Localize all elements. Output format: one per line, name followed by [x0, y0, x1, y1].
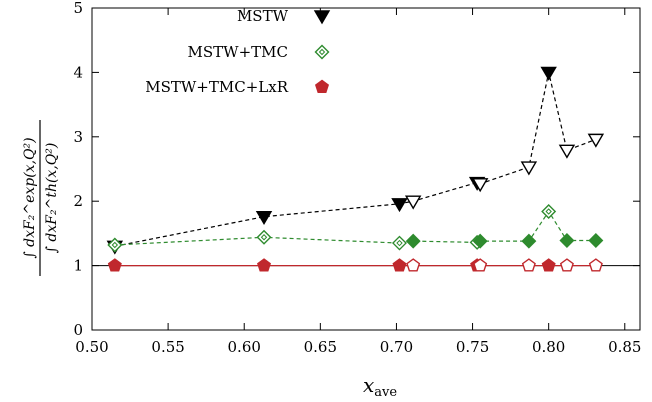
data-point-series-2-inner	[111, 241, 119, 249]
y-tick-label: 4	[73, 63, 83, 81]
x-tick-label: 0.55	[151, 338, 184, 356]
data-point-series-2-inner	[396, 239, 403, 247]
plot-frame	[91, 7, 641, 331]
data-point-series-1	[391, 198, 408, 213]
y-tick-label: 1	[73, 257, 83, 275]
x-tick-label: 0.80	[532, 338, 565, 356]
y-axis-label-numerator: ∫ dxF₂^exp(x,Q²)	[22, 137, 38, 258]
data-point-series-2-inner	[545, 208, 552, 215]
x-tick-label: 0.65	[304, 338, 337, 356]
data-point-series-2	[521, 233, 537, 249]
x-tick-label: 0.85	[608, 338, 641, 356]
x-tick-label: 0.75	[456, 338, 489, 356]
data-point-series-1	[404, 195, 422, 210]
x-axis-label: xave	[363, 373, 397, 400]
series-markers-group	[106, 66, 605, 272]
series-line-1	[114, 72, 597, 247]
x-tick-label: 0.70	[380, 338, 413, 356]
data-point-series-3	[107, 258, 122, 272]
data-point-series-2	[559, 232, 575, 248]
legend-label-1: MSTW	[237, 7, 289, 25]
data-point-series-1	[471, 178, 489, 193]
data-point-series-2	[472, 233, 488, 249]
data-point-series-2	[405, 233, 421, 249]
data-point-series-2	[256, 229, 272, 245]
y-tick-label: 5	[73, 0, 83, 17]
x-tick-label: 0.50	[75, 338, 108, 356]
y-tick-label: 3	[73, 128, 83, 146]
legend-marker-2-inner	[318, 48, 326, 56]
data-point-series-3	[541, 258, 556, 272]
legend-label-2: MSTW+TMC	[188, 43, 288, 61]
data-point-series-1	[540, 66, 557, 81]
data-point-series-2	[107, 237, 123, 253]
legend-label-3: MSTW+TMC+LxR	[145, 78, 288, 96]
axes-group: 0 1 2 3 4 5 0.50 0.55 0.60 0.65 0.70 0.75 0.80 0.85	[73, 0, 641, 356]
x-tick-label: 0.60	[228, 338, 261, 356]
y-tick-label: 0	[73, 321, 83, 339]
data-point-series-2	[391, 235, 407, 251]
data-point-series-3	[588, 258, 603, 272]
data-point-series-3	[521, 258, 536, 272]
data-point-series-3	[473, 258, 488, 272]
data-point-series-1	[587, 133, 605, 148]
legend-marker-2	[314, 44, 330, 60]
data-point-series-2	[541, 204, 557, 219]
data-point-series-1	[520, 161, 538, 176]
data-point-series-3	[559, 258, 574, 272]
data-point-series-3	[392, 258, 407, 272]
data-point-series-1	[558, 144, 576, 159]
data-point-series-2	[588, 232, 604, 248]
legend-marker-3	[314, 79, 330, 93]
data-point-series-3	[406, 258, 421, 272]
y-axis-label: ∫ dxF₂^exp(x,Q²) ∫ dxF₂^th(x,Q²)	[22, 120, 60, 276]
legend-marker-1	[313, 10, 331, 25]
data-point-series-3	[257, 258, 272, 272]
y-tick-label: 2	[73, 192, 83, 210]
y-axis-label-denominator: ∫ dxF₂^th(x,Q²)	[44, 143, 60, 254]
legend: MSTW MSTW+TMC MSTW+TMC+LxR	[145, 7, 331, 96]
data-point-series-2-inner	[260, 234, 268, 241]
series-lines-group	[114, 72, 597, 267]
data-point-series-1	[255, 210, 273, 226]
